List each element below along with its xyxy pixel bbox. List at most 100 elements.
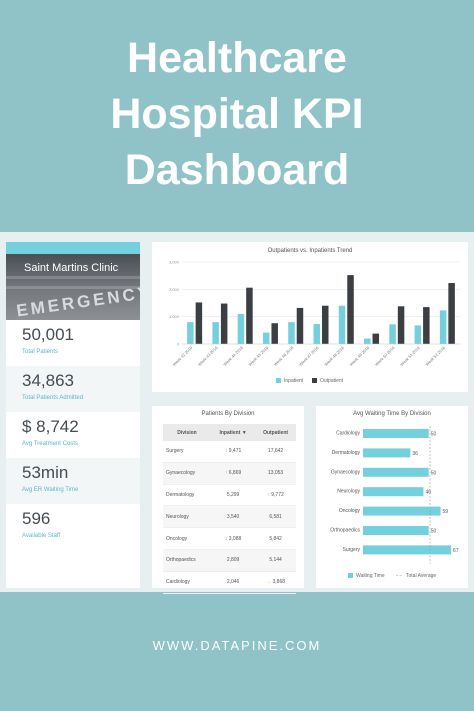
x-tick-label: Week 47 2016 — [298, 345, 320, 367]
kpi-label: Avg Treatment Costs — [22, 441, 78, 447]
outpatient-bar — [423, 307, 430, 344]
legend-swatch-waiting-time — [348, 573, 353, 578]
heading-line-1: Healthcare — [127, 34, 347, 82]
data-label: 50 — [431, 432, 437, 438]
waiting-time-bar — [363, 429, 429, 438]
header-inpatient[interactable]: Inpatient ▼ — [211, 424, 256, 441]
page-heading: Healthcare Hospital KPI Dashboard — [0, 30, 474, 198]
cell-division: Gynaecology — [163, 462, 211, 485]
table-row[interactable]: Orthopaedics 2,809 5,144 — [163, 549, 296, 572]
table-row[interactable]: Cardiology 2,046 → 3,868 — [163, 571, 296, 594]
cell-division-text: Dermatology — [166, 491, 195, 498]
y-tick-label: 0 — [177, 342, 180, 347]
waiting-time-bar — [363, 487, 424, 497]
cell-division-text: Cardiology — [166, 579, 190, 586]
kpi-value: 596 — [22, 509, 51, 528]
kpi-value: 50,001 — [22, 325, 74, 344]
cell-division: Neurology — [163, 505, 211, 529]
accent-bar — [6, 242, 140, 254]
cell-division: Surgery — [163, 441, 211, 463]
waiting-time-bar — [363, 448, 411, 458]
cell-outpatient: ↑ 9,772 — [255, 484, 296, 507]
outpatient-bar — [220, 303, 228, 344]
data-label: 50 — [431, 470, 437, 476]
cell-inpatient: ↑ 9,471 — [211, 441, 256, 463]
legend-swatch-outpatient — [312, 378, 317, 383]
table-row[interactable]: Neurology 3,540 6,581 — [163, 505, 296, 529]
division-table-card: Patients By Division Division Inpatient … — [152, 406, 304, 594]
inpatient-bar — [313, 324, 320, 344]
clinic-name: Saint Martins Clinic — [24, 262, 119, 274]
cell-outpatient-text: 5,842 — [269, 535, 282, 542]
kpi-patients-admitted: 34,863 Total Patients Admitted — [6, 366, 140, 412]
cell-inpatient-text: 9,471 — [228, 448, 242, 455]
division-table: Division Inpatient ▼ Outpatient Surgery ↑… — [163, 424, 296, 594]
cell-division: Oncology — [163, 527, 211, 550]
waiting-time-bar — [363, 467, 429, 477]
y-category-label: Surgery — [342, 547, 360, 553]
cell-outpatient-text: 3,868 — [272, 579, 286, 586]
table-header-row: Division Inpatient ▼ Outpatient — [163, 424, 296, 441]
cell-outpatient: → 3,868 — [255, 571, 296, 594]
table-row[interactable]: Surgery ↑ 9,471 17,642 — [163, 441, 296, 463]
inpatient-bar — [212, 322, 219, 344]
outpatient-bar — [448, 283, 455, 344]
cell-inpatient: 2,809 — [211, 549, 256, 572]
cell-outpatient-text: 17,642 — [267, 448, 284, 455]
y-category-label: Gynaecology — [331, 469, 361, 475]
cell-division: Dermatology — [163, 484, 211, 507]
outpatient-bar — [372, 333, 380, 344]
cell-inpatient-text: 6,869 — [228, 470, 242, 477]
kpi-available-staff: 596 Available Staff — [6, 504, 140, 550]
x-tick-label: Week 44 2016 — [222, 345, 244, 367]
legend-swatch-inpatient — [276, 378, 281, 383]
inpatient-bar — [364, 338, 371, 344]
kpi-value: 53min — [22, 463, 69, 482]
cell-outpatient: 5,144 — [255, 549, 296, 572]
outpatient-bar — [195, 302, 203, 344]
inpatient-bar — [237, 313, 245, 344]
data-label: 46 — [425, 490, 431, 496]
header-division[interactable]: Division — [163, 424, 211, 441]
cell-outpatient: 13,053 — [255, 462, 296, 485]
x-tick-label: Week 45 2016 — [247, 345, 269, 367]
y-category-label: Orthopaedics — [330, 528, 360, 534]
header-outpatient[interactable]: Outpatient — [255, 424, 296, 441]
kpi-total-patients: 50,001 Total Patients — [6, 320, 140, 366]
division-table-title: Patients By Division — [201, 411, 255, 417]
cell-outpatient: 6,581 — [255, 505, 296, 529]
y-category-label: Oncology — [339, 508, 361, 514]
cell-inpatient-text: 5,299 — [226, 491, 240, 498]
cell-outpatient-text: 13,053 — [267, 470, 284, 477]
kpi-label: Available Staff — [22, 533, 61, 539]
cell-division-text: Oncology — [166, 535, 188, 542]
footer-url[interactable]: WWW.DATAPINE.COM — [152, 638, 322, 653]
heading-line-3: Dashboard — [124, 146, 350, 194]
cell-inpatient-text: 3,088 — [228, 535, 242, 542]
trend-chart-card: Outpatients vs. Inpatients Trend 0 1,000 2… — [152, 242, 468, 392]
x-tick-label: Week 42 2016 — [172, 345, 194, 367]
y-category-label: Cardiology — [336, 431, 360, 437]
cell-outpatient-text: 6,581 — [269, 513, 282, 520]
cell-division: Orthopaedics — [163, 549, 211, 572]
cell-division-text: Surgery — [166, 448, 184, 455]
inpatient-bar — [262, 332, 270, 344]
arrow-right-icon: → — [266, 579, 273, 586]
table-row[interactable]: Dermatology 5,299 ↑ 9,772 — [163, 484, 296, 507]
cell-inpatient: ↑ 6,869 — [211, 462, 256, 485]
outpatient-bar — [246, 287, 253, 344]
outpatient-bar — [397, 306, 405, 344]
x-tick-label: Week 52 2016 — [424, 345, 446, 367]
x-tick-label: Week 50 2016 — [374, 345, 396, 367]
table-row[interactable]: Oncology ↓ 3,088 5,842 — [163, 527, 296, 550]
legend-label-inpatient: Inpatient — [284, 378, 304, 384]
y-tick-label: 2,000 — [169, 287, 180, 292]
y-tick-label: 3,000 — [169, 260, 180, 265]
table-row[interactable]: Gynaecology ↑ 6,869 13,053 — [163, 462, 296, 485]
cell-inpatient: 5,299 — [211, 484, 256, 507]
kpi-label: Avg ER Waiting Time — [22, 487, 79, 493]
legend-label-waiting-time: Waiting Time — [356, 573, 385, 579]
kpi-value: $ 8,742 — [22, 417, 79, 436]
waiting-time-title: Avg Waiting Time By Division — [353, 411, 431, 417]
kpi-er-waiting-time: 53min Avg ER Waiting Time — [6, 458, 140, 504]
